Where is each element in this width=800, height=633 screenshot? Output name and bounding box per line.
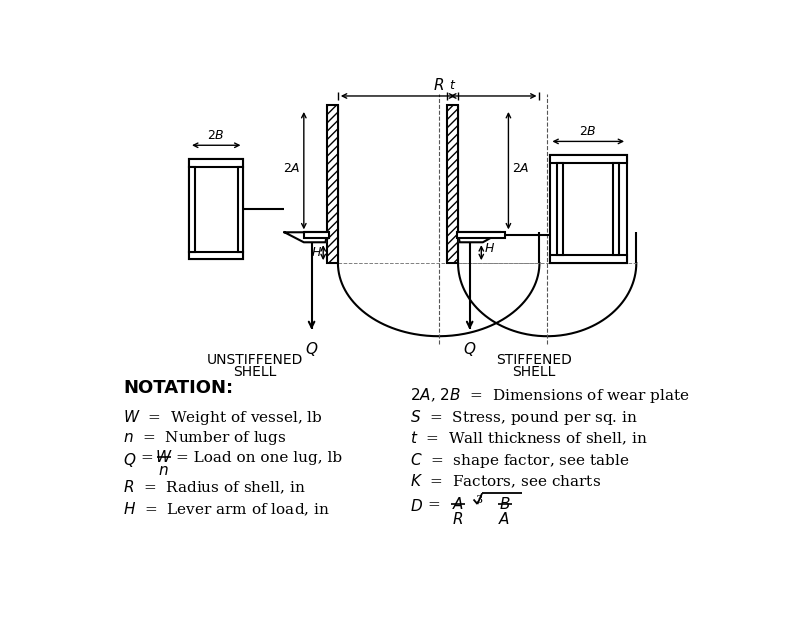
Text: $Q$: $Q$ xyxy=(463,340,476,358)
Text: STIFFENED: STIFFENED xyxy=(496,353,572,367)
Text: $A$: $A$ xyxy=(498,511,510,527)
Text: $B$: $B$ xyxy=(498,496,510,512)
Text: $2B$: $2B$ xyxy=(207,129,225,142)
Text: =: = xyxy=(140,451,153,465)
Text: $C$  =  shape factor, see table: $C$ = shape factor, see table xyxy=(410,451,630,470)
Bar xyxy=(550,155,627,263)
Bar xyxy=(447,105,458,263)
Text: $R$  =  Radius of shell, in: $R$ = Radius of shell, in xyxy=(123,479,306,496)
Text: 3: 3 xyxy=(475,495,482,505)
Text: NOTATION:: NOTATION: xyxy=(123,379,234,396)
Text: $t$  =  Wall thickness of shell, in: $t$ = Wall thickness of shell, in xyxy=(410,429,648,447)
Text: $2B$: $2B$ xyxy=(579,125,597,139)
Text: $Q$: $Q$ xyxy=(123,451,137,469)
Bar xyxy=(458,232,505,239)
Text: SHELL: SHELL xyxy=(234,365,277,379)
Text: $R$: $R$ xyxy=(433,77,444,93)
Bar xyxy=(550,255,627,263)
Text: = Load on one lug, lb: = Load on one lug, lb xyxy=(176,451,342,465)
Text: $W$  =  Weight of vessel, lb: $W$ = Weight of vessel, lb xyxy=(123,408,323,427)
Text: $H$  =  Lever arm of load, in: $H$ = Lever arm of load, in xyxy=(123,500,330,518)
Bar xyxy=(327,105,338,263)
Text: SHELL: SHELL xyxy=(512,365,556,379)
Text: $A$: $A$ xyxy=(452,496,464,512)
Text: $2A$: $2A$ xyxy=(511,162,529,175)
Text: $H$: $H$ xyxy=(484,242,494,255)
Bar xyxy=(238,167,243,251)
Text: $t$: $t$ xyxy=(449,79,456,92)
Text: $n$: $n$ xyxy=(158,464,169,478)
Bar xyxy=(304,232,330,239)
Bar xyxy=(613,163,619,255)
Text: $Q$: $Q$ xyxy=(305,340,318,358)
Bar xyxy=(189,167,194,251)
Polygon shape xyxy=(285,232,327,242)
Text: $W$: $W$ xyxy=(154,449,172,465)
Text: $2A$, $2B$  =  Dimensions of wear plate: $2A$, $2B$ = Dimensions of wear plate xyxy=(410,386,690,405)
Text: =: = xyxy=(427,498,440,512)
Text: $n$  =  Number of lugs: $n$ = Number of lugs xyxy=(123,429,286,448)
Text: $H$: $H$ xyxy=(310,246,322,259)
Bar xyxy=(558,163,563,255)
Bar xyxy=(550,155,627,163)
Bar xyxy=(189,159,243,167)
Text: $2A$: $2A$ xyxy=(283,162,301,175)
Bar xyxy=(189,159,243,260)
Bar xyxy=(189,251,243,260)
Text: $S$  =  Stress, pound per sq. in: $S$ = Stress, pound per sq. in xyxy=(410,408,638,427)
Text: UNSTIFFENED: UNSTIFFENED xyxy=(207,353,303,367)
Polygon shape xyxy=(458,232,501,242)
Text: $D$: $D$ xyxy=(410,498,423,514)
Text: $K$  =  Factors, see charts: $K$ = Factors, see charts xyxy=(410,472,601,490)
Text: $R$: $R$ xyxy=(453,511,464,527)
